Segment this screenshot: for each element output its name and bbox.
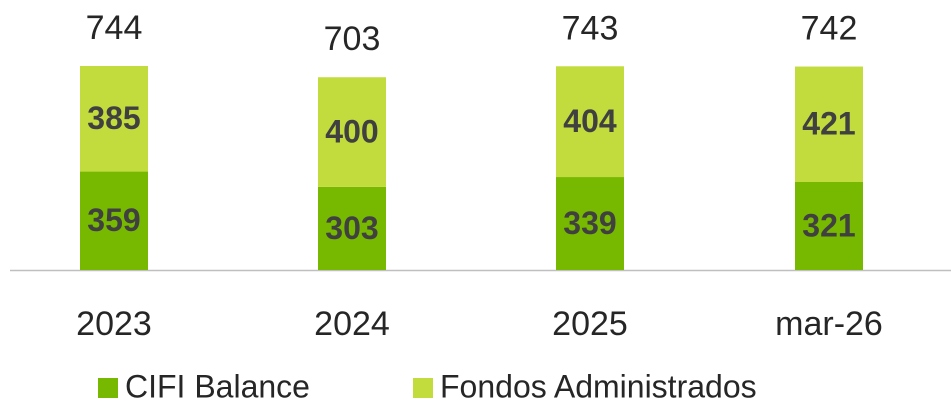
bar-segment [556, 177, 624, 270]
legend-swatch [413, 378, 433, 398]
segment-label: 339 [563, 205, 616, 241]
total-label: 743 [562, 9, 619, 47]
bar-segment [318, 186, 386, 270]
x-tick-label: 2023 [76, 305, 152, 343]
legend-swatch [98, 378, 118, 398]
segment-label: 385 [87, 100, 140, 136]
x-tick-label: 2025 [552, 305, 628, 343]
segment-label: 400 [325, 114, 378, 150]
total-label: 742 [801, 10, 858, 48]
bar-segment [795, 66, 863, 182]
segment-label: 321 [802, 207, 855, 243]
segment-label: 303 [325, 210, 378, 246]
legend-label: Fondos Administrados [440, 368, 757, 404]
bar-segment [80, 171, 148, 270]
segment-label: 404 [563, 103, 617, 139]
x-tick-label: 2024 [314, 305, 390, 343]
segment-label: 359 [87, 202, 140, 238]
x-tick-label: mar-26 [775, 305, 883, 343]
total-label: 744 [86, 9, 143, 47]
bar-segment [318, 77, 386, 187]
segment-label: 421 [802, 106, 855, 142]
total-label: 703 [324, 20, 381, 58]
bar-segment [795, 181, 863, 270]
bar-segment [556, 66, 624, 178]
bar-segment [80, 66, 148, 172]
legend-label: CIFI Balance [125, 368, 310, 404]
